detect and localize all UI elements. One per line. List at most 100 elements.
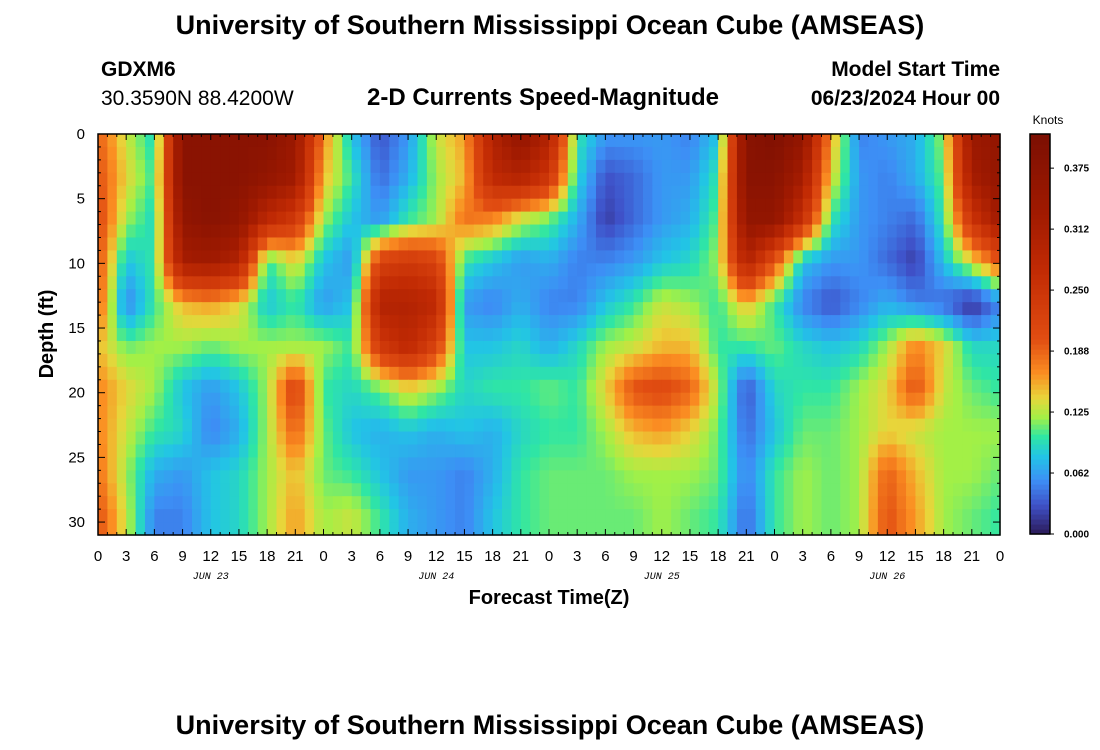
heatmap-cell (953, 328, 964, 342)
heatmap-cell (191, 340, 202, 355)
heatmap-cell (896, 172, 907, 187)
heatmap-cell (718, 263, 729, 277)
heatmap-cell (699, 237, 710, 252)
heatmap-cell (483, 250, 494, 264)
heatmap-cell (210, 496, 221, 510)
heatmap-cell (934, 172, 945, 187)
heatmap-cell (182, 146, 193, 161)
heatmap-cell (962, 159, 973, 174)
heatmap-cell (285, 418, 296, 433)
heatmap-cell (558, 470, 569, 484)
heatmap-cell (417, 496, 428, 510)
heatmap-cell (98, 353, 108, 368)
heatmap-cell (520, 353, 531, 368)
heatmap-cell (736, 211, 747, 226)
heatmap-cell (248, 198, 259, 213)
heatmap-cell (248, 353, 259, 368)
heatmap-cell (671, 496, 682, 510)
heatmap-cell (502, 328, 513, 342)
heatmap-cell (633, 289, 644, 303)
heatmap-cell (173, 340, 184, 355)
heatmap-cell (304, 302, 315, 316)
heatmap-cell (135, 250, 146, 264)
heatmap-cell (642, 172, 653, 187)
heatmap-cell (473, 185, 484, 200)
heatmap-cell (210, 444, 221, 458)
heatmap-cell (464, 263, 475, 277)
heatmap-cell (689, 418, 700, 433)
heatmap-cell (98, 522, 108, 536)
heatmap-cell (633, 418, 644, 433)
heatmap-cell (135, 405, 146, 420)
heatmap-cell (370, 302, 381, 316)
heatmap-cell (859, 276, 870, 290)
heatmap-cell (802, 509, 813, 523)
heatmap-cell (379, 198, 390, 213)
heatmap-cell (689, 353, 700, 368)
heatmap-cell (774, 211, 785, 226)
heatmap-cell (849, 405, 860, 420)
heatmap-cell (652, 496, 663, 510)
heatmap-cell (830, 522, 841, 536)
heatmap-cell (727, 496, 738, 510)
heatmap-cell (464, 289, 475, 303)
heatmap-cell (906, 315, 917, 329)
heatmap-cell (126, 444, 137, 458)
heatmap-cell (943, 418, 954, 433)
heatmap-cell (549, 470, 559, 484)
heatmap-cell (455, 405, 466, 420)
heatmap-cell (267, 185, 278, 200)
heatmap-cell (783, 211, 794, 226)
heatmap-cell (812, 522, 823, 536)
heatmap-cell (379, 250, 390, 264)
heatmap-cell (746, 483, 757, 497)
heatmap-cell (238, 185, 249, 200)
heatmap-cell (182, 315, 193, 329)
heatmap-cell (492, 353, 503, 368)
heatmap-cell (567, 470, 578, 484)
heatmap-cell (689, 302, 700, 316)
heatmap-cell (736, 302, 747, 316)
heatmap-cell (511, 457, 522, 471)
heatmap-cell (971, 302, 982, 316)
heatmap-cell (671, 134, 682, 148)
heatmap-cell (238, 522, 249, 536)
heatmap-cell (144, 483, 155, 497)
heatmap-cell (389, 379, 400, 394)
heatmap-cell (755, 366, 766, 381)
heatmap-cell (877, 431, 888, 446)
x-tick-label: 21 (512, 548, 529, 565)
heatmap-cell (483, 353, 494, 368)
heatmap-cell (220, 185, 231, 200)
heatmap-cell (708, 418, 719, 433)
heatmap-cell (304, 224, 315, 239)
heatmap-cell (191, 185, 202, 200)
heatmap-cell (595, 328, 606, 342)
heatmap-cell (812, 185, 823, 200)
heatmap-cell (896, 302, 907, 316)
heatmap-cell (314, 146, 325, 161)
heatmap-cell (859, 172, 870, 187)
heatmap-cell (661, 134, 672, 148)
heatmap-cell (830, 146, 841, 161)
heatmap-cell (361, 289, 372, 303)
heatmap-cell (398, 483, 409, 497)
heatmap-cell (398, 263, 409, 277)
colorbar-segment (1030, 289, 1050, 295)
colorbar-segment (1030, 524, 1050, 530)
heatmap-cell (558, 185, 569, 200)
heatmap-cell (483, 392, 494, 407)
heatmap-cell (107, 379, 118, 394)
heatmap-cell (896, 457, 907, 471)
heatmap-cell (361, 237, 372, 252)
heatmap-cell (379, 509, 390, 523)
heatmap-cell (755, 444, 766, 458)
heatmap-cell (859, 522, 870, 536)
heatmap-cell (361, 392, 372, 407)
heatmap-cell (483, 470, 494, 484)
heatmap-cell (718, 134, 729, 148)
heatmap-cell (830, 366, 841, 381)
heatmap-cell (746, 159, 757, 174)
heatmap-cell (624, 315, 635, 329)
colorbar-tick-label: 0.000 (1064, 530, 1089, 541)
